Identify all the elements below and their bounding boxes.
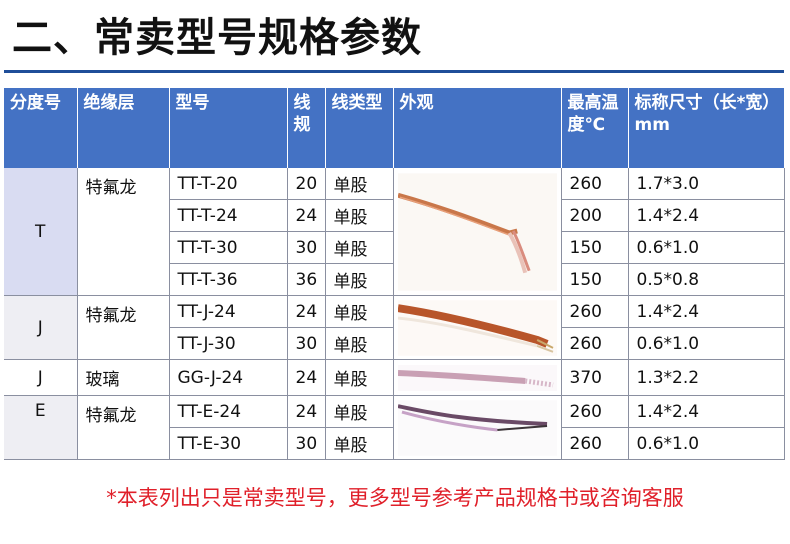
model-cell: TT-T-36: [169, 263, 288, 296]
wire-type-cell: 单股: [325, 263, 394, 296]
size-cell: 0.6*1.0: [628, 427, 785, 460]
model-cell: GG-J-24: [169, 359, 288, 396]
size-cell: 0.6*1.0: [628, 327, 785, 360]
wire-type-cell: 单股: [325, 295, 394, 328]
max-temp-cell: 260: [561, 327, 629, 360]
header-size: 标称尺寸（长*宽）mm: [628, 88, 785, 168]
wire-type-cell: 单股: [325, 327, 394, 360]
gauge-cell: 24: [287, 199, 326, 232]
footnote: *本表列出只是常卖型号，更多型号参考产品规格书或咨询客服: [106, 486, 684, 510]
max-temp-cell: 260: [561, 295, 629, 328]
wire-photo-gg-image: [397, 364, 557, 391]
model-cell: TT-J-30: [169, 327, 288, 360]
wire-photo-j: [393, 295, 562, 360]
table-row: E 特氟龙 TT-E-24 24 单股 260 1.4*2.4: [4, 395, 785, 460]
max-temp-cell: 370: [561, 359, 629, 396]
max-temp-cell: 260: [561, 427, 629, 460]
title-divider: [4, 70, 784, 73]
page-title: 二、常卖型号规格参数: [12, 15, 422, 61]
header-gauge: 线规: [287, 88, 326, 168]
division-cell: E: [4, 395, 78, 460]
model-cell: TT-J-24: [169, 295, 288, 328]
size-cell: 1.4*2.4: [628, 395, 785, 428]
gauge-cell: 20: [287, 168, 326, 200]
table-row: TT-J-30 30 单股 260 0.6*1.0: [4, 327, 785, 360]
model-cell: TT-T-24: [169, 199, 288, 232]
header-max-temp: 最高温度℃: [561, 88, 629, 168]
wire-type-cell: 单股: [325, 427, 394, 460]
wire-type-cell: 单股: [325, 359, 394, 396]
max-temp-cell: 200: [561, 199, 629, 232]
table-row: TT-E-30 30 单股 260 0.6*1.0: [4, 427, 785, 460]
gauge-cell: 36: [287, 263, 326, 296]
table-row: TT-T-24 24 单股 200 1.4*2.4: [4, 199, 785, 232]
table-header-row: 分度号 绝缘层 型号 线规 线类型 外观 最高温度℃ 标称尺寸（长*宽）mm: [4, 88, 785, 168]
division-cell: J: [4, 295, 78, 360]
wire-photo-gg: [393, 359, 562, 396]
table-row: T 特氟龙 TT-T-20 20 单股 260 1.7*3.0: [4, 168, 785, 296]
table-row: J 玻璃 GG-J-24 24 单股 370 1.3*2.2: [4, 359, 785, 396]
max-temp-cell: 260: [561, 395, 629, 428]
insulation-cell: 玻璃: [77, 359, 170, 396]
gauge-cell: 30: [287, 427, 326, 460]
gauge-cell: 24: [287, 395, 326, 428]
wire-type-cell: 单股: [325, 231, 394, 264]
wire-photo-t: [393, 168, 562, 296]
table-row: TT-T-30 30 单股 150 0.6*1.0: [4, 231, 785, 264]
spec-table: 分度号 绝缘层 型号 线规 线类型 外观 最高温度℃ 标称尺寸（长*宽）mm T…: [4, 88, 785, 460]
gauge-cell: 24: [287, 359, 326, 396]
header-model: 型号: [169, 88, 288, 168]
header-wire-type: 线类型: [325, 88, 394, 168]
insulation-cell: 特氟龙: [77, 295, 170, 360]
model-cell: TT-T-30: [169, 231, 288, 264]
gauge-cell: 30: [287, 327, 326, 360]
gauge-cell: 30: [287, 231, 326, 264]
wire-type-cell: 单股: [325, 199, 394, 232]
size-cell: 1.4*2.4: [628, 199, 785, 232]
gauge-cell: 24: [287, 295, 326, 328]
division-cell: T: [4, 168, 78, 296]
model-cell: TT-E-24: [169, 395, 288, 428]
size-cell: 1.3*2.2: [628, 359, 785, 396]
max-temp-cell: 260: [561, 168, 629, 200]
size-cell: 1.4*2.4: [628, 295, 785, 328]
insulation-cell: 特氟龙: [77, 395, 170, 460]
wire-type-cell: 单股: [325, 395, 394, 428]
size-cell: 0.6*1.0: [628, 231, 785, 264]
division-cell: J: [4, 359, 78, 396]
wire-photo-j-image: [397, 299, 557, 356]
header-insulation: 绝缘层: [77, 88, 170, 168]
wire-photo-e: [393, 395, 562, 460]
size-cell: 1.7*3.0: [628, 168, 785, 200]
header-appearance: 外观: [393, 88, 562, 168]
table-row: J 特氟龙 TT-J-24 24 单股 260 1.4*2.4: [4, 295, 785, 360]
wire-photo-t-image: [397, 172, 557, 291]
table-row: TT-T-36 36 单股 150 0.5*0.8: [4, 263, 785, 296]
header-division: 分度号: [4, 88, 78, 168]
max-temp-cell: 150: [561, 231, 629, 264]
wire-type-cell: 单股: [325, 168, 394, 200]
max-temp-cell: 150: [561, 263, 629, 296]
wire-photo-e-image: [397, 399, 557, 456]
model-cell: TT-E-30: [169, 427, 288, 460]
insulation-cell: 特氟龙: [77, 168, 170, 296]
model-cell: TT-T-20: [169, 168, 288, 200]
size-cell: 0.5*0.8: [628, 263, 785, 296]
